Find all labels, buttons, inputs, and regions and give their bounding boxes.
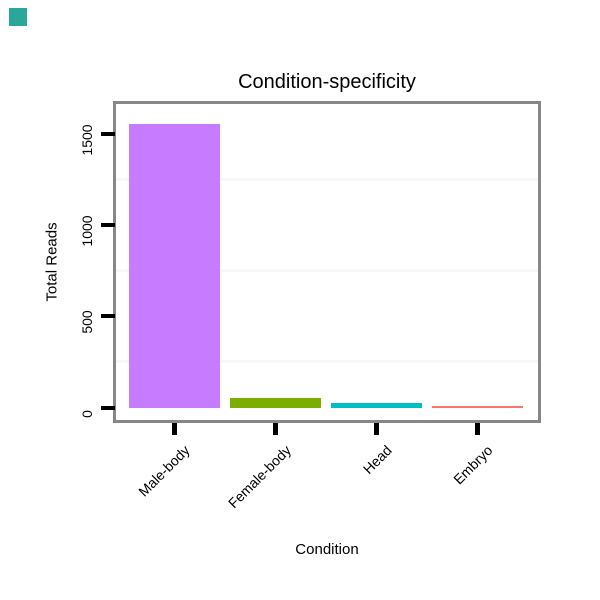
x-tick-label: Female-body [224,442,294,512]
y-axis-tick [101,314,115,319]
minor-gridline [116,269,538,273]
x-tick-label: Male-body [135,442,193,500]
x-tick-label: Head [359,442,395,477]
bar-male-body [129,123,221,409]
x-axis-tick [475,423,481,435]
bar-embryo [432,405,524,409]
x-axis-tick [374,423,380,435]
y-tick-label: 0 [79,409,95,418]
chart-title: Condition-specificity [238,71,416,93]
y-axis-tick [101,405,115,410]
minor-gridline [116,360,538,364]
x-axis-tick [172,423,178,435]
y-tick-label: 1500 [79,124,95,156]
bar-head [331,402,423,409]
y-tick-label: 1000 [79,215,95,247]
minor-gridline [116,177,538,181]
x-axis-tick [273,423,279,435]
y-tick-label: 500 [79,310,95,334]
bar-female-body [230,398,322,409]
x-tick-label: Embryo [450,442,496,488]
y-axis-tick [101,131,115,136]
x-axis-title: Condition [295,541,359,558]
y-axis-tick [101,222,115,227]
y-axis-title: Total Reads [43,222,61,302]
corner-color-swatch [9,8,27,26]
